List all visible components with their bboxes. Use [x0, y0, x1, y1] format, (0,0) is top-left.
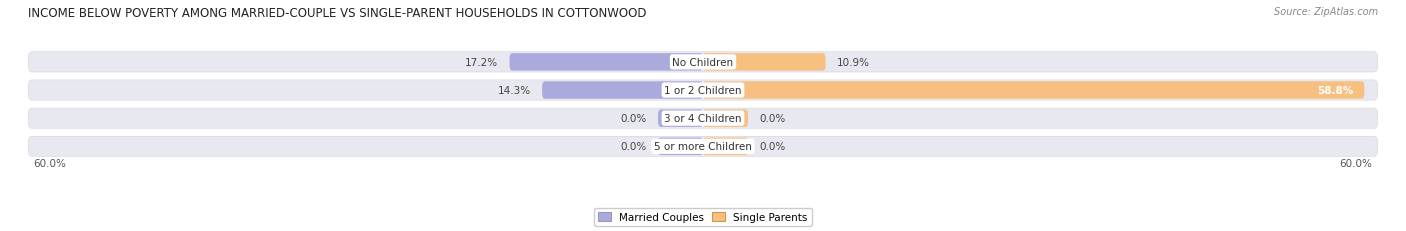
Text: INCOME BELOW POVERTY AMONG MARRIED-COUPLE VS SINGLE-PARENT HOUSEHOLDS IN COTTONW: INCOME BELOW POVERTY AMONG MARRIED-COUPL… — [28, 7, 647, 20]
FancyBboxPatch shape — [703, 54, 825, 71]
FancyBboxPatch shape — [28, 109, 1378, 129]
Text: 0.0%: 0.0% — [759, 114, 786, 124]
Text: 0.0%: 0.0% — [620, 114, 647, 124]
Text: 0.0%: 0.0% — [620, 142, 647, 152]
FancyBboxPatch shape — [703, 82, 1364, 99]
Text: 14.3%: 14.3% — [498, 86, 531, 96]
Text: 60.0%: 60.0% — [34, 158, 66, 168]
Text: 5 or more Children: 5 or more Children — [654, 142, 752, 152]
Text: No Children: No Children — [672, 58, 734, 68]
FancyBboxPatch shape — [703, 110, 748, 127]
Legend: Married Couples, Single Parents: Married Couples, Single Parents — [595, 208, 811, 226]
FancyBboxPatch shape — [28, 137, 1378, 157]
Text: Source: ZipAtlas.com: Source: ZipAtlas.com — [1274, 7, 1378, 17]
FancyBboxPatch shape — [28, 81, 1378, 101]
Text: 1 or 2 Children: 1 or 2 Children — [664, 86, 742, 96]
FancyBboxPatch shape — [658, 110, 703, 127]
FancyBboxPatch shape — [28, 52, 1378, 73]
FancyBboxPatch shape — [509, 54, 703, 71]
Text: 3 or 4 Children: 3 or 4 Children — [664, 114, 742, 124]
FancyBboxPatch shape — [703, 138, 748, 155]
FancyBboxPatch shape — [543, 82, 703, 99]
Text: 58.8%: 58.8% — [1317, 86, 1353, 96]
Text: 10.9%: 10.9% — [837, 58, 870, 68]
FancyBboxPatch shape — [658, 138, 703, 155]
Text: 0.0%: 0.0% — [759, 142, 786, 152]
Text: 17.2%: 17.2% — [465, 58, 498, 68]
Text: 60.0%: 60.0% — [1340, 158, 1372, 168]
